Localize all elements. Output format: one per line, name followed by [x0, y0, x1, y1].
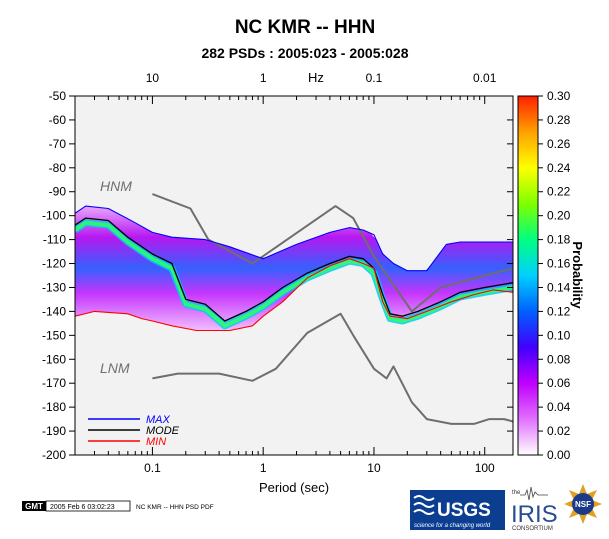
y-tick-label: -180: [42, 400, 66, 414]
usgs-tagline: science for a changing world: [414, 523, 491, 529]
y-tick-label: -160: [42, 352, 66, 366]
series-max: [75, 205, 513, 272]
noise-model-lnm: [152, 312, 513, 425]
x-tick-label: 10: [367, 461, 381, 475]
y-tick-label: -80: [49, 161, 67, 175]
chart-title: NC KMR -- HHN: [235, 17, 375, 38]
y-tick-label: -200: [42, 448, 66, 462]
gmt-logo-box: [22, 501, 46, 511]
colorbar-tick-label: 0.16: [547, 257, 571, 271]
y-tick-label: -100: [42, 209, 66, 223]
colorbar-tick-label: 0.14: [547, 280, 571, 294]
legend-label: MAX: [146, 414, 171, 426]
y-tick-label: -170: [42, 376, 66, 390]
nsf-logo: NSF: [575, 500, 591, 509]
legend-label: MIN: [146, 436, 166, 448]
y-tick-label: -140: [42, 304, 66, 318]
y-tick-label: -70: [49, 137, 67, 151]
noise-model-hnm: [152, 193, 513, 313]
footer: GMT 2005 Feb 6 03:02:23 NC KMR -- HHN PS…: [22, 484, 602, 532]
y-tick-label: -90: [49, 185, 67, 199]
colorbar-tick-label: 0.26: [547, 137, 571, 151]
top-tick-label: 10: [146, 71, 160, 85]
nsf-logo-icon: NSF: [564, 484, 602, 524]
y-tick-label: -130: [42, 280, 66, 294]
colorbar-ticks: 0.00 0.02 0.04 0.06 0.08 0.10 0.12 0.14 0.16 0.18…: [538, 89, 571, 462]
colorbar-tick-label: 0.08: [547, 352, 571, 366]
noise-model-label: HNM: [100, 178, 132, 194]
y-tick-label: -150: [42, 328, 66, 342]
colorbar-tick-label: 0.28: [547, 113, 571, 127]
x-tick-label: 0.1: [144, 461, 161, 475]
y-tick-label: -60: [49, 113, 67, 127]
y-axis: -50 -60 -70 -80 -90 -100 -110 -120 -130 -140 -150 -…: [42, 89, 513, 462]
colorbar-tick-label: 0.00: [547, 448, 571, 462]
plot-frame: [74, 95, 514, 456]
colorbar-tick-label: 0.12: [547, 304, 571, 318]
colorbar: 0.00 0.02 0.04 0.06 0.08 0.10 0.12 0.14 0.16 0.18…: [517, 89, 585, 462]
colorbar-tick-label: 0.22: [547, 185, 571, 199]
colorbar-tick-label: 0.30: [547, 89, 571, 103]
iris-the: the: [512, 490, 521, 496]
colorbar-label: Probability: [570, 241, 585, 309]
colorbar-tick-label: 0.10: [547, 328, 571, 342]
iris-logo: IRIS: [511, 501, 558, 528]
timestamp: 2005 Feb 6 03:02:23: [50, 504, 115, 511]
y-tick-label: -190: [42, 424, 66, 438]
colorbar-tick-label: 0.02: [547, 424, 571, 438]
colorbar-tick-label: 0.04: [547, 400, 571, 414]
gmt-logo: GMT: [25, 502, 43, 511]
timestamp-box: [45, 500, 131, 512]
top-axis: 10 1 0.1 0.01: [146, 71, 497, 85]
iris-seismogram-icon: [520, 486, 548, 501]
figure-caption: NC KMR -- HHN PSD PDF: [136, 504, 214, 511]
top-tick-label: 0.01: [473, 71, 497, 85]
colorbar-tick-label: 0.18: [547, 233, 571, 247]
top-axis-label: Hz: [308, 70, 324, 85]
colorbar-tick-label: 0.06: [547, 376, 571, 390]
y-tick-label: -120: [42, 257, 66, 271]
x-tick-label: 100: [475, 461, 495, 475]
colorbar-tick-label: 0.24: [547, 161, 571, 175]
curves: [75, 193, 513, 425]
colorbar-tick-label: 0.20: [547, 209, 571, 223]
series-mode: [75, 217, 513, 322]
y-tick-label: -50: [49, 89, 67, 103]
iris-consortium: CONSORTIUM: [512, 526, 553, 532]
legend-label: MODE: [146, 425, 180, 437]
noise-model-label: LNM: [100, 360, 130, 376]
top-tick-label: 0.1: [366, 71, 383, 85]
top-tick-label: 1: [260, 71, 267, 85]
y-tick-label: -110: [43, 233, 66, 247]
x-axis-label: Period (sec): [259, 480, 329, 495]
chart-subtitle: 282 PSDs : 2005:023 - 2005:028: [201, 45, 408, 61]
colorbar-scale: [517, 95, 539, 456]
usgs-logo: USGS: [437, 500, 491, 521]
usgs-logo-box: [410, 490, 505, 530]
series-min: [75, 258, 513, 332]
usgs-wave-icon: [413, 495, 435, 515]
noise-model-labels: HNM LNM: [100, 178, 132, 376]
x-axis: 0.1 1 10 100: [74, 96, 495, 475]
x-tick-label: 1: [260, 461, 267, 475]
